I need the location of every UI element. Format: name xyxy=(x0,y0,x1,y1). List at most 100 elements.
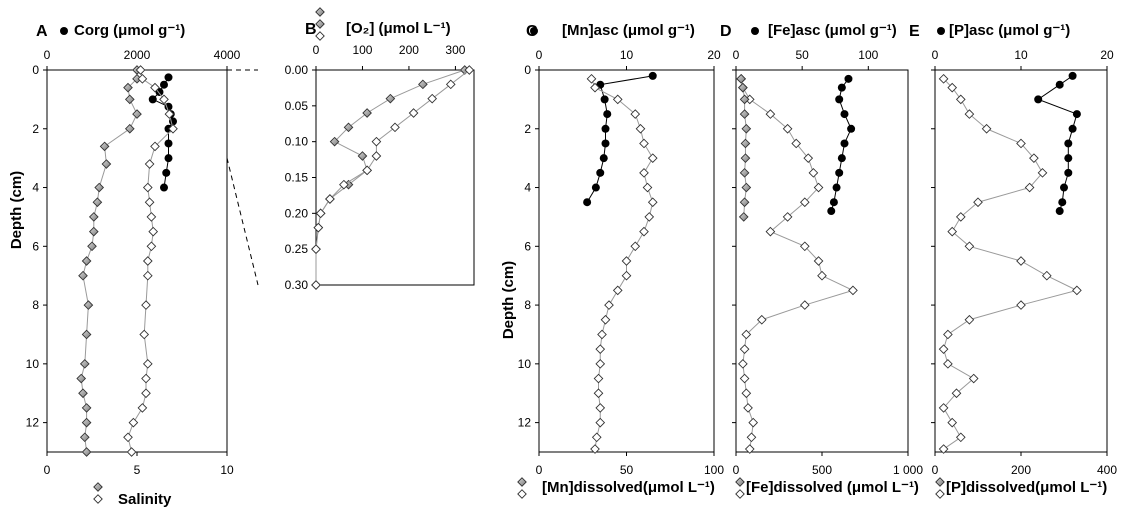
panel-c: 0 2 4 6 8 10 12 0 10 20 0 50 100 xyxy=(518,48,725,477)
panel-d-data-point xyxy=(782,212,793,222)
panel-a-data-point xyxy=(124,123,135,134)
panel-c-data-point xyxy=(600,95,609,104)
panel-d-data-point xyxy=(808,168,819,178)
panel-d-data-point xyxy=(765,109,776,119)
panel-e-data-point xyxy=(947,417,958,428)
panel-c-y-tick-label: 12 xyxy=(518,416,532,430)
panel-c-top-axis-label: [Mn]asc (μmol g⁻¹) xyxy=(562,22,695,39)
panel-c-y-tick-label: 2 xyxy=(524,122,531,136)
panel-d-top-axis-label: [Fe]asc (μmol g⁻¹) xyxy=(768,22,897,39)
panel-d-top-tick-label: 0 xyxy=(733,48,740,62)
panel-a-data-point xyxy=(135,65,146,75)
panel-a-data-point xyxy=(137,403,148,413)
panel-e-data-point xyxy=(964,109,975,119)
panel-c-data-point xyxy=(599,154,608,163)
panel-e-data-point xyxy=(1016,256,1026,266)
panel-d-data-point xyxy=(835,168,844,177)
panel-d-data-point xyxy=(837,154,846,163)
panel-a-data-point xyxy=(88,212,99,222)
panel-a-data-point xyxy=(144,197,155,208)
panel-b-y-tick-label: 0.20 xyxy=(285,206,309,220)
panel-a-data-point xyxy=(160,80,168,89)
panel-a-letter: A xyxy=(36,23,48,40)
panel-d-series-0 xyxy=(827,74,856,216)
panel-c-data-point xyxy=(586,73,597,84)
panel-a-data-point xyxy=(126,447,137,457)
panel-a-data-point xyxy=(83,300,94,310)
panel-b-top-tick-label: 100 xyxy=(352,43,372,57)
panel-e-bottom-tick-label: 400 xyxy=(1097,463,1117,477)
panel-a-data-point xyxy=(144,159,155,169)
panel-b-data-point xyxy=(464,65,475,75)
panel-a-data-point xyxy=(142,256,153,266)
panel-b-series-1 xyxy=(311,65,475,290)
panel-a-y-tick-label: 4 xyxy=(32,181,39,195)
legend-grey-diamond xyxy=(315,7,325,17)
panel-e-data-point xyxy=(938,403,949,413)
panel-e-series-1 xyxy=(938,73,1082,454)
panel-e-data-point xyxy=(938,444,949,454)
panel-a-data-point xyxy=(162,168,171,177)
panel-e-data-point xyxy=(955,212,966,222)
panel-c-bottom-tick-label: 100 xyxy=(704,463,724,477)
panel-c-data-point xyxy=(591,432,602,443)
panel-a-data-point xyxy=(124,94,135,105)
panel-b-top-tick-label: 0 xyxy=(313,43,320,57)
panel-e-data-point xyxy=(981,123,992,134)
panel-b-data-point xyxy=(311,244,321,255)
panel-d-data-point xyxy=(840,139,849,148)
panel-e-data-point xyxy=(964,241,975,252)
panel-d-data-point xyxy=(740,153,751,163)
panel-d-data-point xyxy=(782,123,793,134)
panel-e-data-point xyxy=(938,73,949,84)
panel-d-series-1 xyxy=(736,73,858,454)
legend-circle-marker xyxy=(751,27,759,35)
panel-a-data-point xyxy=(160,183,168,192)
legend-circle-marker xyxy=(937,27,945,35)
panel-c-data-point xyxy=(635,123,646,134)
panel-c-data-point xyxy=(612,285,623,296)
panel-c-data-point xyxy=(597,329,607,340)
panel-c-y-tick-label: 10 xyxy=(518,357,532,371)
panel-c-data-point xyxy=(642,182,653,193)
panel-d-data-point xyxy=(736,73,746,84)
panel-d-data-point xyxy=(844,74,853,83)
panel-c-bottom-tick-label: 50 xyxy=(620,463,634,477)
panel-b-data-point xyxy=(371,136,382,147)
panel-e-data-point xyxy=(955,432,966,443)
panel-e-data-point xyxy=(1034,95,1043,104)
panel-c-y-axis-label: Depth (cm) xyxy=(500,261,517,339)
panel-a-bottom-tick-label: 10 xyxy=(220,463,234,477)
panel-e-data-point xyxy=(943,359,953,369)
panel-e-series-1-line xyxy=(942,78,1079,450)
panel-b-data-point xyxy=(329,136,340,147)
panel-e-data-point xyxy=(1058,198,1067,207)
panel-d-letter: D xyxy=(720,23,732,40)
panel-d-data-point xyxy=(738,359,748,369)
panel-b-frame xyxy=(315,69,475,286)
panel-b-data-point xyxy=(390,122,400,133)
panel-a-y-tick-label: 8 xyxy=(32,298,39,312)
legend-grey-diamond xyxy=(935,477,945,487)
panel-e-data-point xyxy=(1016,138,1026,149)
panel-c-data-point xyxy=(630,109,641,119)
panel-c-series-0-line xyxy=(586,75,653,203)
panel-b-data-point xyxy=(313,222,324,233)
legend-white-diamond xyxy=(315,31,325,41)
panel-a-series-1 xyxy=(76,65,142,457)
panel-c-data-point xyxy=(590,444,600,454)
panel-e-data-point xyxy=(943,329,953,340)
panel-d-bottom-tick-label: 500 xyxy=(812,463,832,477)
panel-e-data-point xyxy=(1064,168,1073,177)
panel-b-data-point xyxy=(311,280,321,290)
panel-b-y-tick-label: 0.30 xyxy=(285,278,309,292)
panel-a-top-tick-label: 0 xyxy=(44,48,51,62)
panel-d-data-point xyxy=(817,270,827,281)
panel-d-data-point xyxy=(840,110,849,119)
panel-c-bottom-tick-label: 0 xyxy=(536,463,543,477)
legend-grey-diamond xyxy=(735,477,745,487)
panel-a-data-point xyxy=(99,141,110,152)
panel-e-bottom-tick-label: 200 xyxy=(1011,463,1031,477)
panel-c-data-point xyxy=(595,417,606,428)
panel-a-data-point xyxy=(164,154,173,163)
